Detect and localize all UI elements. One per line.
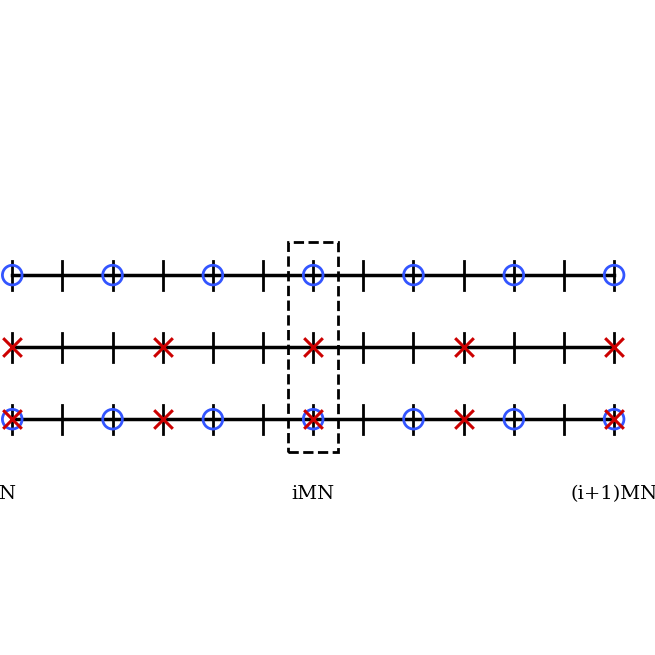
Point <box>408 270 419 280</box>
Point <box>7 414 18 424</box>
Text: (i+1)MN: (i+1)MN <box>571 485 655 502</box>
Point <box>609 270 620 280</box>
Point <box>7 414 18 424</box>
Point <box>308 270 318 280</box>
Point <box>208 414 218 424</box>
Point <box>157 342 168 352</box>
Point <box>107 270 118 280</box>
Point <box>7 342 18 352</box>
Point <box>107 414 118 424</box>
Bar <box>288 242 338 452</box>
Point <box>609 342 620 352</box>
Point <box>157 414 168 424</box>
Point <box>308 414 318 424</box>
Point <box>458 414 469 424</box>
Point <box>609 414 620 424</box>
Text: iMN: iMN <box>291 485 335 502</box>
Point <box>609 414 620 424</box>
Point <box>308 342 318 352</box>
Point <box>7 270 18 280</box>
Bar <box>590 242 639 452</box>
Point <box>208 270 218 280</box>
Text: N: N <box>0 485 15 502</box>
Point <box>508 270 519 280</box>
Point <box>458 342 469 352</box>
Point <box>508 414 519 424</box>
Point <box>408 414 419 424</box>
Point <box>308 414 318 424</box>
